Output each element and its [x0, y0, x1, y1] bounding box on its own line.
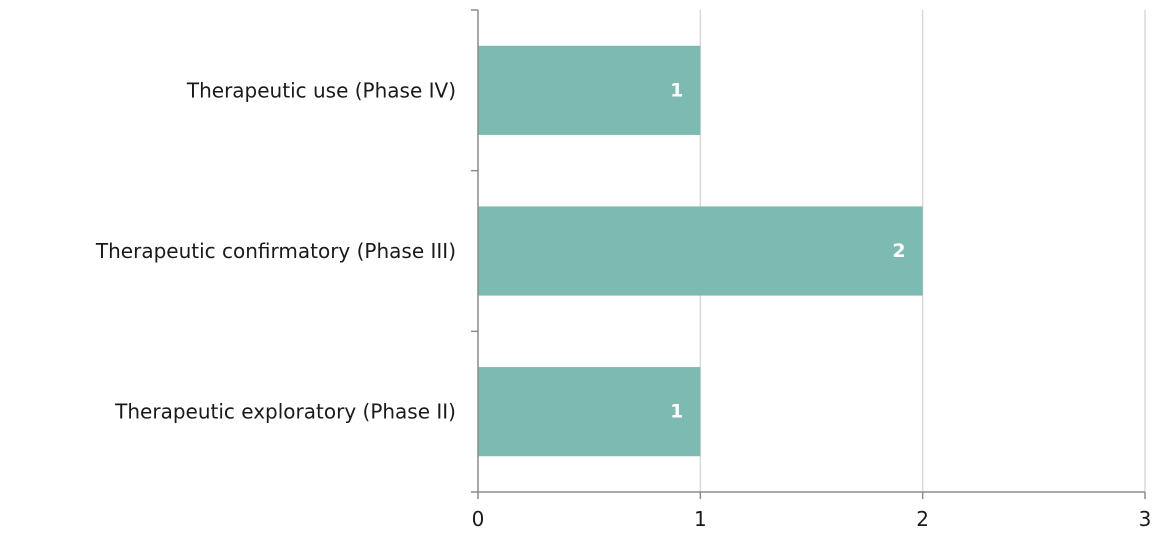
data-label-2: 2 [892, 240, 905, 262]
category-label-1: Therapeutic use (Phase IV) [186, 78, 456, 102]
category-label-2: Therapeutic confirmatory (Phase III) [95, 239, 456, 263]
data-label-1: 1 [670, 79, 683, 101]
x-tick-label-2: 2 [916, 507, 929, 531]
x-tick-label-0: 0 [472, 507, 485, 531]
category-label-3: Therapeutic exploratory (Phase II) [114, 400, 456, 424]
data-label-3: 1 [670, 401, 683, 423]
axes [471, 9, 1146, 499]
bar-1 [478, 45, 701, 135]
x-tick-label-3: 3 [1139, 507, 1152, 531]
bar-3 [478, 367, 701, 457]
x-tick-label-1: 1 [694, 507, 707, 531]
bar-2 [478, 206, 923, 296]
bars [478, 45, 923, 457]
labels: 1 Therapeutic use (Phase IV) 2 Therapeutic … [95, 78, 1151, 531]
